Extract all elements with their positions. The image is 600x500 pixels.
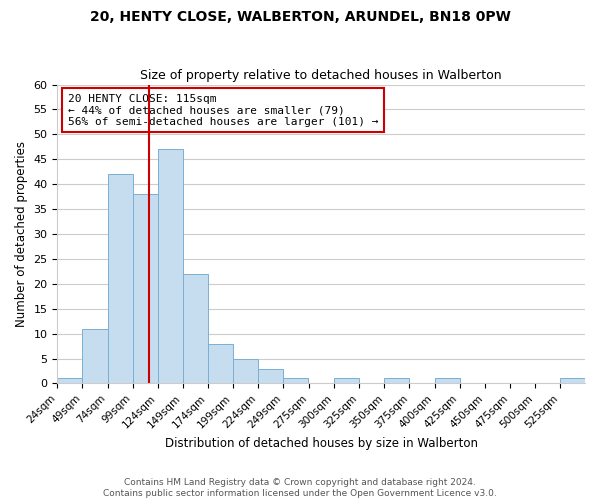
Text: Contains HM Land Registry data © Crown copyright and database right 2024.
Contai: Contains HM Land Registry data © Crown c… <box>103 478 497 498</box>
Bar <box>434 378 460 384</box>
Bar <box>133 194 158 384</box>
Y-axis label: Number of detached properties: Number of detached properties <box>15 141 28 327</box>
Bar <box>560 378 585 384</box>
Title: Size of property relative to detached houses in Walberton: Size of property relative to detached ho… <box>140 69 502 82</box>
Bar <box>385 378 409 384</box>
Bar <box>233 358 258 384</box>
Bar <box>183 274 208 384</box>
Bar <box>82 328 107 384</box>
Text: 20, HENTY CLOSE, WALBERTON, ARUNDEL, BN18 0PW: 20, HENTY CLOSE, WALBERTON, ARUNDEL, BN1… <box>89 10 511 24</box>
Bar <box>58 378 82 384</box>
Bar <box>334 378 359 384</box>
X-axis label: Distribution of detached houses by size in Walberton: Distribution of detached houses by size … <box>165 437 478 450</box>
Bar <box>158 150 183 384</box>
Text: 20 HENTY CLOSE: 115sqm
← 44% of detached houses are smaller (79)
56% of semi-det: 20 HENTY CLOSE: 115sqm ← 44% of detached… <box>68 94 379 126</box>
Bar <box>208 344 233 384</box>
Bar <box>107 174 133 384</box>
Bar <box>258 368 283 384</box>
Bar <box>283 378 308 384</box>
